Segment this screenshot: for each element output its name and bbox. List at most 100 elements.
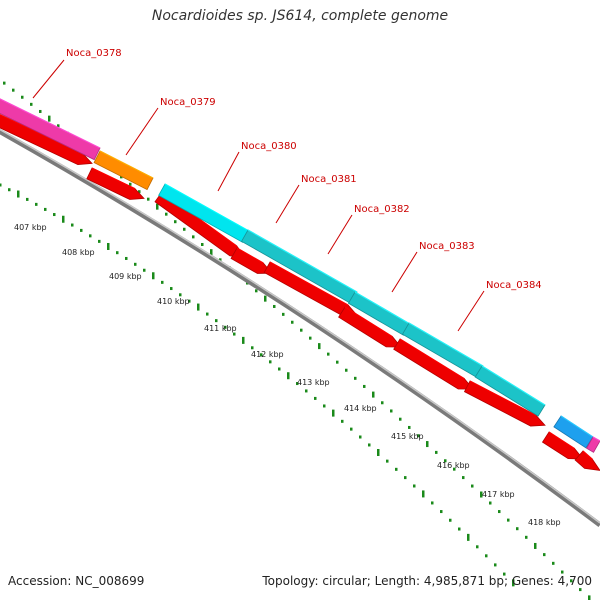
outer-tick bbox=[561, 570, 564, 574]
outer-tick bbox=[201, 242, 204, 246]
outer-tick bbox=[147, 197, 150, 201]
gene-leader-line bbox=[217, 151, 240, 192]
inner-tick bbox=[242, 336, 245, 344]
kbp-tick-label: 415 kbp bbox=[391, 432, 424, 441]
outer-tick bbox=[462, 476, 465, 480]
inner-tick bbox=[449, 518, 452, 522]
inner-tick bbox=[278, 367, 281, 371]
gene-label[interactable]: Noca_0381 bbox=[301, 174, 357, 185]
gene-label[interactable]: Noca_0380 bbox=[241, 141, 297, 152]
inner-tick bbox=[80, 228, 83, 232]
kbp-tick-label: 409 kbp bbox=[109, 272, 142, 281]
outer-tick bbox=[183, 227, 186, 231]
outer-tick bbox=[525, 535, 528, 539]
outer-tick bbox=[39, 109, 42, 113]
outer-tick bbox=[453, 467, 456, 471]
gene-leader-line bbox=[327, 214, 353, 255]
outer-tick bbox=[30, 102, 33, 106]
inner-tick bbox=[35, 202, 38, 206]
inner-tick bbox=[467, 533, 470, 541]
inner-tick bbox=[485, 554, 488, 558]
inner-tick bbox=[143, 268, 146, 272]
kbp-tick-label: 407 kbp bbox=[14, 223, 47, 232]
inner-tick-track bbox=[0, 183, 515, 587]
outer-tick bbox=[300, 328, 303, 332]
inner-tick bbox=[323, 404, 326, 408]
gene-label[interactable]: Noca_0379 bbox=[160, 97, 216, 108]
outer-tick bbox=[552, 561, 555, 565]
gene-block bbox=[586, 436, 600, 453]
cds-arrow bbox=[463, 380, 546, 427]
gene-block bbox=[553, 415, 594, 449]
kbp-tick-label: 411 kbp bbox=[204, 324, 237, 333]
inner-tick bbox=[197, 303, 200, 311]
inner-tick bbox=[206, 312, 209, 316]
outer-tick bbox=[48, 115, 51, 122]
outer-tick bbox=[291, 320, 294, 324]
outer-tick bbox=[255, 289, 258, 293]
gene-label[interactable]: Noca_0383 bbox=[419, 241, 475, 252]
outer-tick bbox=[273, 304, 276, 308]
gene-label[interactable]: Noca_0378 bbox=[66, 48, 122, 59]
accession-text: Accession: NC_008699 bbox=[8, 574, 145, 588]
outer-tick bbox=[444, 459, 447, 463]
outer-tick bbox=[165, 212, 168, 216]
kbp-tick-label: 408 kbp bbox=[62, 248, 95, 257]
inner-tick bbox=[233, 332, 236, 336]
outer-tick bbox=[507, 518, 510, 522]
inner-tick bbox=[287, 372, 290, 380]
gene-block bbox=[93, 150, 154, 191]
gene-track bbox=[0, 98, 600, 453]
gene-leader-line bbox=[32, 59, 65, 99]
inner-tick bbox=[503, 572, 506, 576]
inner-tick bbox=[71, 223, 74, 227]
outer-tick bbox=[426, 441, 429, 448]
gene-label-layer: Noca_0378 Noca_0379 Noca_0380 Noca_0381 Noca… bbox=[32, 48, 542, 332]
cds-arrow bbox=[574, 450, 600, 471]
outer-tick bbox=[309, 336, 312, 340]
outer-tick bbox=[516, 527, 519, 531]
outer-tick bbox=[390, 409, 393, 413]
cds-arrow bbox=[338, 306, 402, 348]
inner-tick bbox=[8, 188, 11, 192]
outer-tick bbox=[336, 360, 339, 364]
inner-tick bbox=[224, 325, 227, 329]
outer-tick bbox=[354, 376, 357, 380]
inner-tick bbox=[404, 476, 407, 480]
gene-block bbox=[0, 98, 101, 161]
outer-tick bbox=[327, 352, 330, 356]
genome-stats-text: Topology: circular; Length: 4,985,871 bp… bbox=[262, 574, 592, 588]
outer-tick bbox=[579, 588, 582, 592]
kbp-tick-label: 417 kbp bbox=[482, 490, 515, 499]
gene-label[interactable]: Noca_0382 bbox=[354, 204, 410, 215]
inner-tick bbox=[179, 293, 182, 297]
outer-tick bbox=[174, 220, 177, 224]
gene-block bbox=[474, 365, 546, 417]
outer-tick bbox=[282, 312, 285, 316]
inner-tick bbox=[476, 545, 479, 549]
inner-tick bbox=[359, 435, 362, 439]
outer-tick bbox=[435, 450, 438, 454]
gene-leader-line bbox=[457, 290, 485, 332]
gene-label[interactable]: Noca_0384 bbox=[486, 280, 542, 291]
outer-tick bbox=[471, 484, 474, 488]
cds-arrow bbox=[541, 431, 584, 460]
gene-leader-line bbox=[275, 184, 300, 224]
outer-tick bbox=[192, 235, 195, 239]
outer-tick bbox=[210, 249, 213, 256]
inner-tick bbox=[116, 251, 119, 255]
kbp-tick-label: 410 kbp bbox=[157, 297, 190, 306]
inner-tick bbox=[215, 319, 218, 323]
outer-tick bbox=[120, 175, 123, 179]
inner-tick bbox=[494, 563, 497, 567]
inner-tick bbox=[125, 256, 128, 260]
inner-tick bbox=[422, 490, 425, 498]
outer-tick bbox=[57, 124, 60, 128]
inner-tick bbox=[512, 579, 515, 587]
kbp-tick-label: 412 kbp bbox=[251, 350, 284, 359]
outer-tick bbox=[372, 391, 375, 398]
outer-tick bbox=[12, 88, 15, 92]
kbp-tick-label: 414 kbp bbox=[344, 404, 377, 413]
cds-track bbox=[0, 114, 600, 471]
